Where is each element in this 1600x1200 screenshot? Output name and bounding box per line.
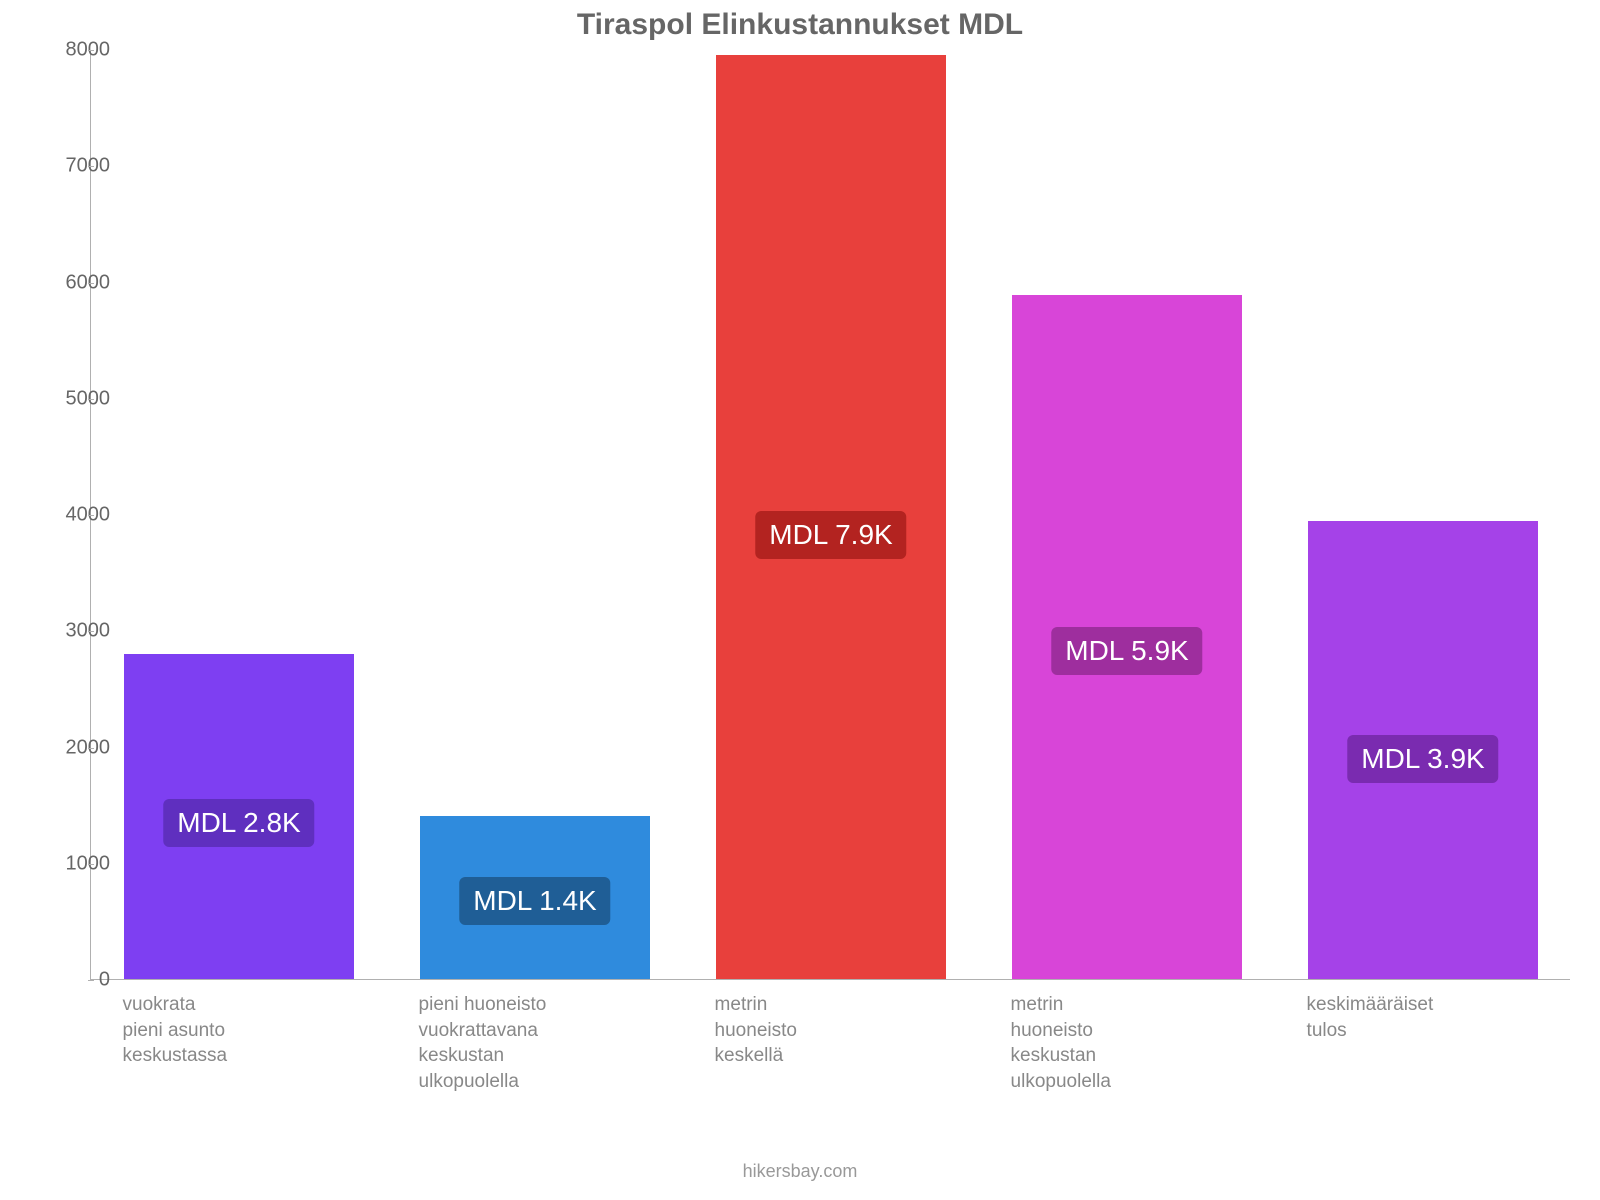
y-tick-mark — [88, 515, 94, 516]
x-category-label: metrin huoneisto keskellä — [715, 992, 797, 1069]
plot-area: MDL 2.8K MDL 1.4K MDL 7.9K MDL 5.9K MDL 3.9K — [90, 50, 1570, 980]
y-tick-label: 8000 — [30, 39, 110, 62]
bar-value-badge: MDL 7.9K — [755, 511, 906, 559]
bar: MDL 5.9K — [1012, 295, 1243, 979]
y-tick-label: 7000 — [30, 155, 110, 178]
y-tick-mark — [88, 283, 94, 284]
bar-value-badge: MDL 1.4K — [459, 877, 610, 925]
y-tick-label: 1000 — [30, 852, 110, 875]
x-category-label: pieni huoneisto vuokrattavana keskustan … — [419, 992, 547, 1095]
bar-value-badge: MDL 5.9K — [1051, 627, 1202, 675]
footer-credit: hikersbay.com — [0, 1161, 1600, 1182]
y-tick-label: 0 — [30, 969, 110, 992]
y-tick-mark — [88, 166, 94, 167]
y-tick-label: 3000 — [30, 620, 110, 643]
chart-title: Tiraspol Elinkustannukset MDL — [0, 8, 1600, 42]
bar: MDL 1.4K — [420, 816, 651, 979]
y-tick-mark — [88, 748, 94, 749]
chart-container: Tiraspol Elinkustannukset MDL MDL 2.8KMD… — [0, 0, 1600, 1200]
x-category-label: keskimääräiset tulos — [1307, 992, 1434, 1043]
y-tick-mark — [88, 631, 94, 632]
y-tick-mark — [88, 864, 94, 865]
bar: MDL 7.9K — [716, 55, 947, 979]
y-tick-label: 5000 — [30, 387, 110, 410]
y-tick-label: 6000 — [30, 271, 110, 294]
y-tick-mark — [88, 980, 94, 981]
bar-value-badge: MDL 2.8K — [163, 799, 314, 847]
x-category-label: metrin huoneisto keskustan ulkopuolella — [1011, 992, 1111, 1095]
y-tick-mark — [88, 399, 94, 400]
bar: MDL 2.8K — [124, 654, 355, 980]
y-tick-label: 4000 — [30, 504, 110, 527]
bar-value-badge: MDL 3.9K — [1347, 735, 1498, 783]
bar: MDL 3.9K — [1308, 521, 1539, 979]
y-tick-mark — [88, 50, 94, 51]
y-tick-label: 2000 — [30, 736, 110, 759]
x-category-label: vuokrata pieni asunto keskustassa — [123, 992, 228, 1069]
